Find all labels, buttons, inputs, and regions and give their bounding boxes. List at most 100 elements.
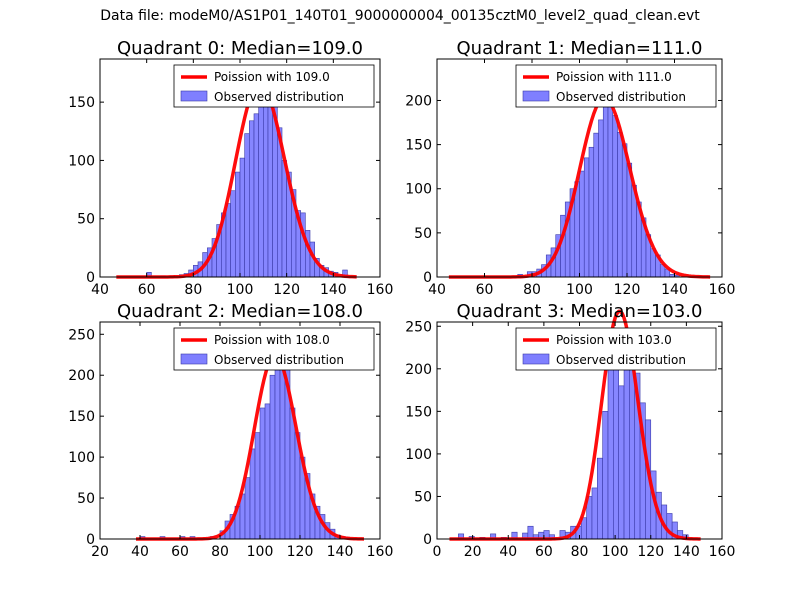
x-tick-label: 80 [571,544,589,560]
subplot-quadrant-0: 40 60 80 100 120 140 160 0 50 100 150 Quadrant 0: M… [68,38,393,298]
x-tick-label: 60 [138,282,156,298]
x-tick-label: 40 [499,544,517,560]
legend-entry-observed: Observed distribution [214,90,344,104]
legend-entry-observed: Observed distribution [556,90,686,104]
x-tick-label: 60 [171,544,189,560]
histogram-bar [225,203,231,278]
x-tick-label: 140 [327,544,354,560]
histogram-bar [264,403,271,540]
x-tick-label: 160 [367,544,394,560]
x-tick-label: 80 [211,544,229,560]
histogram-bar [263,97,269,278]
legend-box [173,64,375,108]
x-tick-label: 160 [709,282,736,298]
y-tick-label: 0 [86,270,95,286]
histogram-bar [249,448,256,540]
legend-box [515,327,717,371]
x-tick-label: 120 [273,282,300,298]
subplot-quadrant-3: 0 20 40 60 80 100 120 140 160 0 50 100 150 200 250 Quad… [405,301,735,560]
legend-bar-swatch [522,90,550,102]
histogram-bar [623,368,630,540]
x-tick-label: 140 [673,544,700,560]
histogram-bar [597,457,603,540]
histogram-bar [235,171,241,278]
y-tick-label: 0 [86,532,95,548]
x-tick-label: 100 [602,544,629,560]
legend: Poission with 103.0 Observed distribution [515,327,717,371]
y-tick-label: 50 [77,212,95,228]
x-tick-label: 80 [184,282,202,298]
legend-entry-poisson: Poission with 108.0 [214,333,330,347]
legend-entry-poisson: Poission with 111.0 [556,70,672,84]
legend-box [515,64,717,108]
histogram-bar [239,157,245,278]
legend-entry-poisson: Poission with 103.0 [556,333,672,347]
histogram-bar [269,374,276,540]
histogram-bar [607,368,614,540]
y-tick-label: 200 [405,93,432,109]
histogram-bar [244,477,251,540]
histogram-bar [253,113,259,278]
y-tick-label: 250 [68,327,95,343]
legend-bar-swatch [180,353,208,365]
histogram-bar [254,432,261,540]
y-tick-label: 100 [68,153,95,169]
histogram-bar [602,411,609,540]
axes-frame [99,321,381,540]
subplot-title: Quadrant 3: Median=103.0 [457,301,703,322]
histogram-bar [527,525,534,540]
histogram-bar [267,98,273,278]
y-tick-label: 50 [77,491,95,507]
legend-bar-swatch [180,90,208,102]
y-tick-label: 150 [405,138,432,154]
y-tick-label: 100 [68,450,95,466]
x-tick-label: 60 [535,544,553,560]
y-tick-label: 100 [405,447,432,463]
x-tick-label: 40 [131,544,149,560]
y-tick-label: 0 [423,270,432,286]
y-tick-label: 150 [68,95,95,111]
x-tick-label: 140 [320,282,347,298]
y-tick-label: 250 [405,319,432,335]
x-tick-label: 140 [661,282,688,298]
legend: Poission with 108.0 Observed distribution [173,327,375,371]
x-tick-label: 20 [464,544,482,560]
subplot-title: Quadrant 1: Median=111.0 [457,38,703,59]
y-tick-label: 150 [405,404,432,420]
histogram-bar [281,160,287,278]
histogram-bar [249,120,255,278]
x-tick-label: 120 [614,282,641,298]
histogram-bar [574,181,580,278]
x-tick-label: 20 [91,544,109,560]
histogram-bar [613,359,619,540]
legend: Poission with 111.0 Observed distribution [515,64,717,108]
x-tick-label: 160 [367,282,394,298]
legend-entry-observed: Observed distribution [214,353,344,367]
y-tick-label: 200 [405,362,432,378]
histogram-bar [598,119,604,278]
legend-box [173,327,375,371]
histogram-bar [617,131,623,278]
subplot-quadrant-1: 40 60 80 100 120 140 160 0 50 100 150 200 Quadrant 1… [405,38,735,298]
y-tick-label: 150 [68,409,95,425]
x-tick-label: 60 [476,282,494,298]
histogram-bar [258,104,264,278]
y-tick-label: 200 [68,368,95,384]
x-tick-label: 120 [287,544,314,560]
histogram-bar [621,143,628,278]
histogram-bar [618,385,625,540]
x-tick-label: 100 [227,282,254,298]
y-tick-label: 100 [405,182,432,198]
x-tick-label: 100 [247,544,274,560]
legend-entry-poisson: Poission with 109.0 [214,70,330,84]
histogram-bar [607,83,614,278]
figure-title: Data file: modeM0/AS1P01_140T01_90000000… [100,8,700,24]
histogram-bar [583,157,590,278]
subplot-title: Quadrant 2: Median=108.0 [117,301,363,322]
x-tick-label: 40 [91,282,109,298]
histogram-bar [588,146,595,278]
x-tick-label: 120 [637,544,664,560]
histogram-bar [612,115,618,278]
x-tick-label: 100 [566,282,593,298]
